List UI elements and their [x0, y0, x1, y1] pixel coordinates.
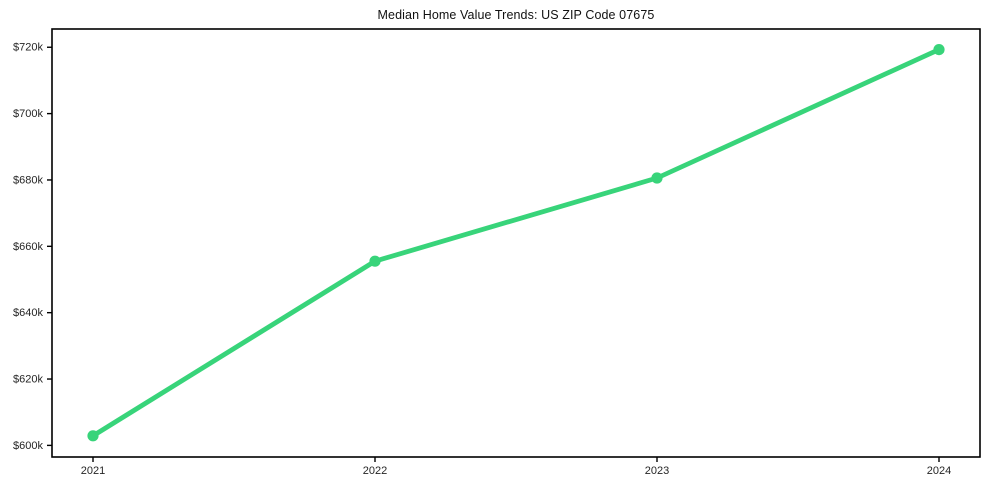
x-tick-label: 2023 [645, 465, 669, 477]
x-tick-label: 2024 [927, 465, 951, 477]
data-point [651, 172, 663, 184]
x-tick-label: 2022 [363, 465, 387, 477]
y-tick-label: $660k [13, 241, 43, 253]
y-tick-label: $720k [13, 42, 43, 54]
data-point [933, 44, 945, 56]
data-point [369, 255, 381, 267]
trend-line [90, 47, 942, 439]
y-tick-label: $640k [13, 307, 43, 319]
x-tick-label: 2021 [81, 465, 105, 477]
y-tick-label: $600k [13, 440, 43, 452]
y-tick-label: $700k [13, 108, 43, 120]
chart-title: Median Home Value Trends: US ZIP Code 07… [377, 8, 655, 22]
data-point [87, 430, 99, 442]
y-tick-label: $680k [13, 174, 43, 186]
plot-border [51, 28, 981, 458]
y-tick-label: $620k [13, 374, 43, 386]
